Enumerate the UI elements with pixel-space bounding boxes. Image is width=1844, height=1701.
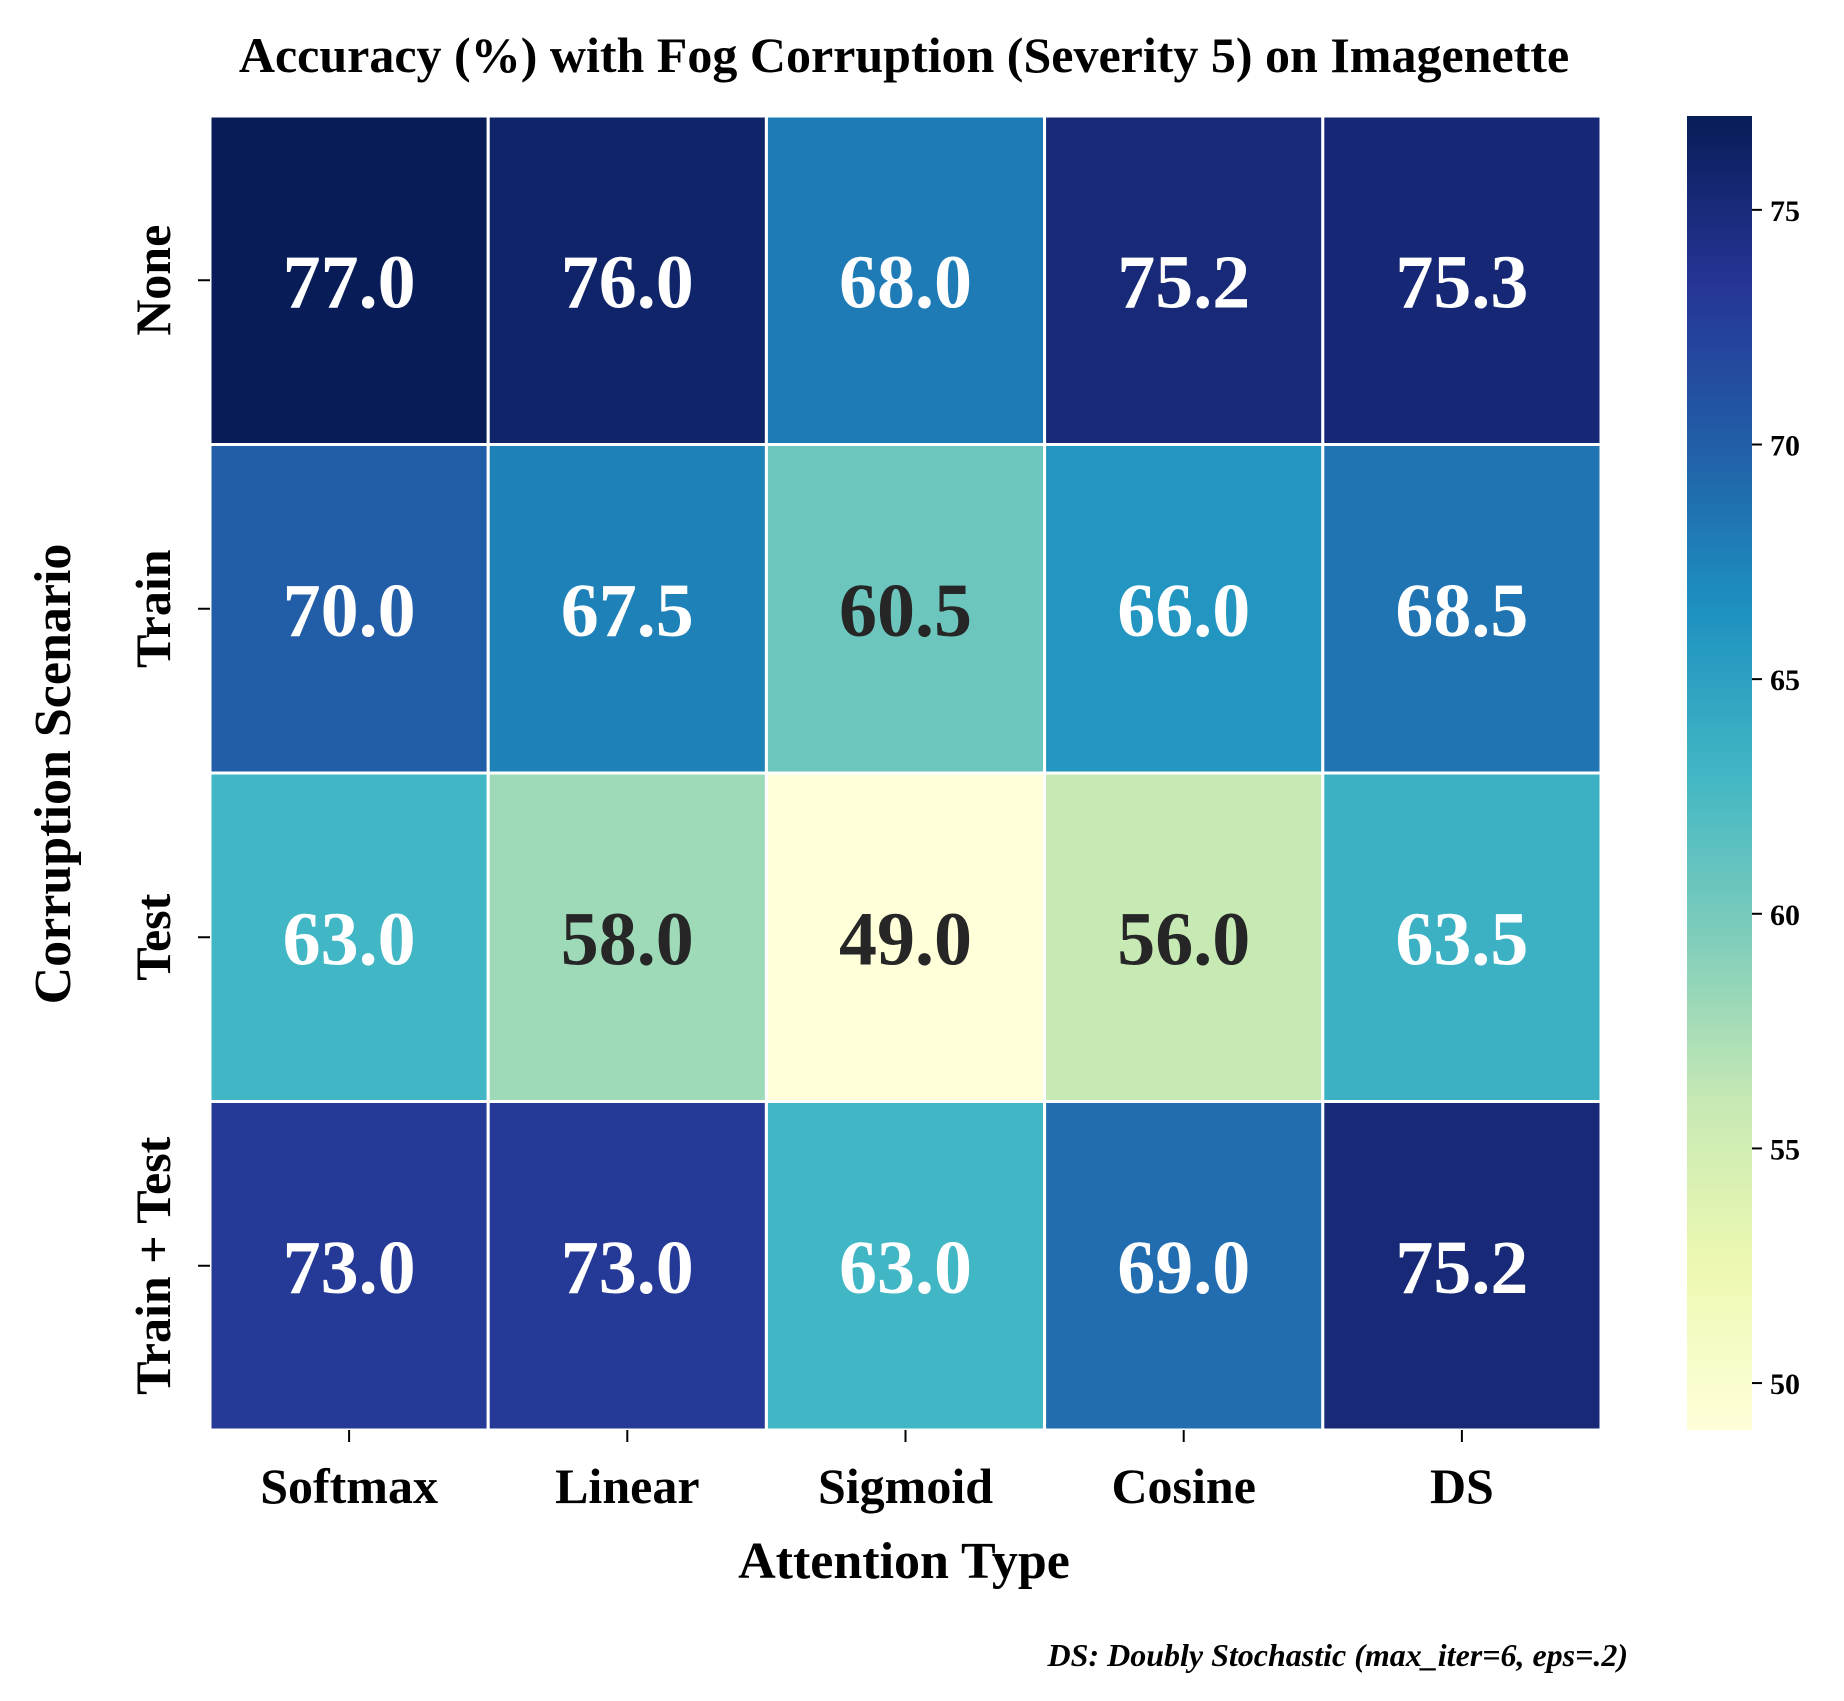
cell-value-label: 60.5 bbox=[839, 569, 972, 653]
cell-value-label: 63.0 bbox=[283, 897, 416, 981]
cell-value-label: 66.0 bbox=[1117, 569, 1250, 653]
colorbar-tick-label: 60 bbox=[1770, 899, 1800, 932]
cell-value-label: 49.0 bbox=[839, 897, 972, 981]
heatmap-cell bbox=[208, 443, 490, 775]
colorbar-tick-label: 70 bbox=[1770, 430, 1800, 463]
footnote: DS: Doubly Stochastic (max_iter=6, eps=.… bbox=[1047, 1637, 1628, 1673]
x-tick-label: DS bbox=[1430, 1458, 1494, 1514]
cell-value-label: 56.0 bbox=[1117, 897, 1250, 981]
heatmap-cell bbox=[1321, 443, 1603, 775]
cell-value-label: 73.0 bbox=[283, 1226, 416, 1310]
y-tick-label: Test bbox=[125, 893, 181, 980]
colorbar-tick-label: 55 bbox=[1770, 1133, 1800, 1166]
heatmap-cell bbox=[1321, 1100, 1603, 1432]
x-axis-label: Attention Type bbox=[738, 1533, 1070, 1590]
heatmap-cell bbox=[1043, 1100, 1325, 1432]
cell-value-label: 68.5 bbox=[1395, 569, 1528, 653]
cell-value-label: 73.0 bbox=[561, 1226, 694, 1310]
chart-title: Accuracy (%) with Fog Corruption (Severi… bbox=[239, 27, 1569, 83]
colorbar-tick-label: 65 bbox=[1770, 664, 1800, 697]
heatmap-cell bbox=[486, 114, 768, 446]
y-tick-label: None bbox=[125, 225, 181, 336]
x-tick-label: Softmax bbox=[260, 1458, 438, 1514]
x-axis-ticks: Softmax Linear Sigmoid Cosine DS bbox=[260, 1430, 1494, 1514]
colorbar-gradient bbox=[1687, 116, 1752, 1430]
cell-value-label: 77.0 bbox=[283, 240, 416, 324]
colorbar-tick-label: 50 bbox=[1770, 1368, 1800, 1401]
y-tick-label: Train + Test bbox=[125, 1136, 181, 1395]
cell-value-label: 70.0 bbox=[283, 569, 416, 653]
heatmap-cells: 77.0 76.0 68.0 75.2 75.3 70.0 67.5 60.5 66.0 68.5… bbox=[208, 114, 1603, 1432]
heatmap-cell bbox=[486, 771, 768, 1103]
x-tick-label: Linear bbox=[555, 1458, 699, 1514]
cell-value-label: 63.0 bbox=[839, 1226, 972, 1310]
cell-value-label: 67.5 bbox=[561, 569, 694, 653]
heatmap-cell bbox=[1321, 771, 1603, 1103]
heatmap-cell bbox=[1321, 114, 1603, 446]
cell-value-label: 75.2 bbox=[1117, 240, 1250, 324]
cell-value-label: 68.0 bbox=[839, 240, 972, 324]
cell-value-label: 76.0 bbox=[561, 240, 694, 324]
heatmap-cell bbox=[764, 443, 1047, 775]
y-axis-ticks: None Train Test Train + Test bbox=[125, 225, 210, 1395]
colorbar: 50 55 60 65 70 75 bbox=[1687, 116, 1800, 1430]
x-tick-label: Cosine bbox=[1111, 1458, 1255, 1514]
cell-value-label: 75.3 bbox=[1395, 240, 1528, 324]
y-axis-label: Corruption Scenario bbox=[25, 544, 82, 1005]
heatmap-cell bbox=[486, 1100, 768, 1432]
heatmap-cell bbox=[1043, 114, 1325, 446]
heatmap-cell bbox=[1043, 771, 1325, 1103]
cell-value-label: 69.0 bbox=[1117, 1226, 1250, 1310]
cell-value-label: 58.0 bbox=[561, 897, 694, 981]
x-tick-label: Sigmoid bbox=[818, 1458, 993, 1514]
heatmap-cell bbox=[208, 114, 490, 446]
cell-value-label: 63.5 bbox=[1395, 897, 1528, 981]
y-tick-label: Train bbox=[125, 549, 181, 668]
heatmap-cell bbox=[764, 114, 1047, 446]
cell-value-label: 75.2 bbox=[1395, 1226, 1528, 1310]
heatmap-cell bbox=[764, 771, 1047, 1103]
colorbar-tick-label: 75 bbox=[1770, 195, 1800, 228]
heatmap-cell bbox=[764, 1100, 1047, 1432]
